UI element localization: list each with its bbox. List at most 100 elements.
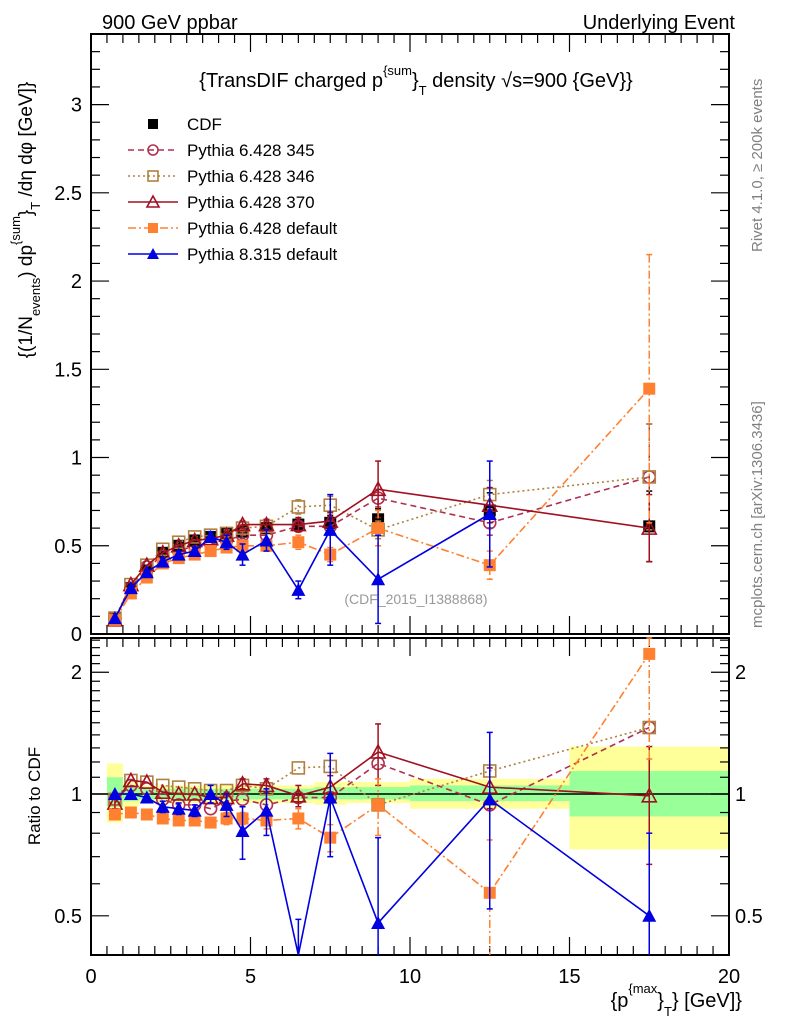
marker-square	[148, 119, 158, 129]
band-stat	[346, 787, 410, 800]
ratio-series-pythia-8-315-default	[107, 731, 657, 956]
marker-open-triangle	[234, 775, 251, 791]
marker-open-triangle	[290, 787, 307, 803]
rivet-label: Rivet 4.1.0, ≥ 200k events	[749, 79, 766, 252]
marker-square	[643, 382, 656, 395]
analysis-watermark: (CDF_2015_I1388868)	[344, 591, 487, 607]
legend-label: Pythia 6.428 370	[187, 193, 315, 212]
main-ylabel: {(1/Nevents) dp{sum}T /dη dφ [GeV]}	[8, 82, 43, 359]
marker-open-triangle	[170, 785, 188, 801]
y-tick-label: 1.5	[54, 359, 82, 381]
marker-triangle	[259, 533, 274, 547]
marker-triangle	[219, 797, 234, 811]
marker-triangle	[482, 507, 497, 520]
marker-triangle	[235, 547, 250, 561]
marker-open-triangle	[640, 787, 658, 803]
marker-square	[292, 812, 305, 825]
main-plot: 0 0.5 1 1.5 2 2.5 3	[54, 33, 730, 955]
marker-triangle	[235, 824, 250, 838]
main-title: {TransDIF charged p{sum}T density √s=900…	[199, 63, 633, 98]
marker-triangle	[219, 535, 234, 549]
header-left: 900 GeV ppbar	[102, 12, 238, 34]
marker-triangle	[123, 581, 138, 595]
marker-open-triangle	[145, 194, 161, 208]
marker-triangle	[187, 803, 202, 817]
legend-label: Pythia 8.315 default	[187, 245, 338, 264]
marker-square	[140, 808, 153, 821]
marker-open-square	[291, 761, 306, 775]
legend-label: CDF	[187, 115, 222, 134]
y-tick-label: 2	[71, 271, 82, 293]
ratio-y-tick-label-right: 0.5	[735, 906, 763, 928]
ratio-frame	[90, 637, 730, 956]
y-tick-label: 0	[71, 624, 82, 646]
marker-triangle	[323, 790, 338, 804]
y-tick-label: 1	[71, 448, 82, 470]
marker-triangle	[187, 544, 202, 558]
marker-open-circle	[235, 792, 250, 807]
marker-square	[188, 814, 201, 827]
marker-triangle	[107, 611, 122, 625]
marker-triangle	[259, 803, 274, 817]
marker-open-triangle	[138, 773, 156, 789]
marker-square	[124, 806, 137, 819]
marker-open-square	[187, 530, 202, 544]
mcplots-label: mcplots.cern.ch [arXiv:1306.3436]	[749, 401, 766, 628]
ratio-y-tick-label: 0.5	[54, 906, 82, 928]
marker-triangle	[139, 565, 154, 579]
marker-triangle	[642, 908, 657, 922]
marker-square	[220, 812, 233, 825]
marker-open-square	[291, 500, 306, 514]
marker-triangle	[171, 547, 186, 561]
x-tick-label: 0	[85, 966, 96, 988]
marker-open-triangle	[640, 519, 658, 535]
ratio-y-tick-label: 2	[71, 662, 82, 684]
marker-triangle	[107, 787, 122, 801]
marker-triangle	[147, 248, 159, 259]
marker-triangle	[323, 522, 338, 536]
legend-item-pythia-8-315-default: Pythia 8.315 default	[128, 245, 338, 264]
ratio-y-tick-label: 1	[71, 784, 82, 806]
marker-triangle	[155, 799, 170, 813]
marker-square	[148, 223, 158, 233]
marker-triangle	[482, 792, 497, 806]
marker-square	[643, 647, 656, 660]
marker-triangle	[171, 801, 186, 815]
marker-triangle	[371, 572, 386, 586]
ratio-ylabel: Ratio to CDF	[25, 747, 44, 845]
legend-label: Pythia 6.428 default	[187, 219, 338, 238]
legend-item-pythia-6-428-default: Pythia 6.428 default	[128, 219, 338, 238]
marker-square	[172, 814, 185, 827]
ratio-y-tick-label-right: 1	[735, 784, 746, 806]
ratio-plot: 0 5 10 15 20 0.5 0.5 1 1 2 2	[54, 637, 763, 988]
marker-triangle	[203, 787, 218, 801]
marker-open-triangle	[369, 743, 387, 759]
x-tick-label: 5	[245, 966, 256, 988]
marker-open-triangle	[186, 785, 204, 801]
marker-triangle	[371, 915, 386, 929]
ratio-y-tick-label-right: 2	[735, 662, 746, 684]
marker-square	[204, 816, 217, 829]
legend-item-pythia-6-428-346: Pythia 6.428 346	[128, 167, 315, 186]
series-pythia-8-315-default	[107, 460, 497, 625]
marker-open-triangle	[122, 771, 140, 788]
marker-square	[156, 812, 169, 825]
marker-triangle	[123, 787, 138, 801]
marker-square	[372, 522, 385, 535]
x-tick-label: 15	[558, 966, 580, 988]
marker-open-triangle	[369, 480, 387, 497]
marker-triangle	[291, 582, 306, 596]
x-tick-label: 20	[718, 966, 740, 988]
marker-open-triangle	[234, 515, 251, 532]
legend-item-pythia-6-428-370: Pythia 6.428 370	[128, 193, 315, 212]
legend-item-cdf: CDF	[148, 115, 222, 134]
x-axis-label: {p{max}T} [GeV]}	[611, 981, 743, 1019]
marker-triangle	[155, 554, 170, 568]
marker-square	[204, 545, 217, 558]
marker-open-triangle	[154, 783, 172, 800]
marker-square	[372, 798, 385, 811]
marker-open-circle	[147, 144, 159, 156]
header-right: Underlying Event	[583, 12, 736, 34]
series-pythia-6-428-default	[108, 253, 656, 626]
